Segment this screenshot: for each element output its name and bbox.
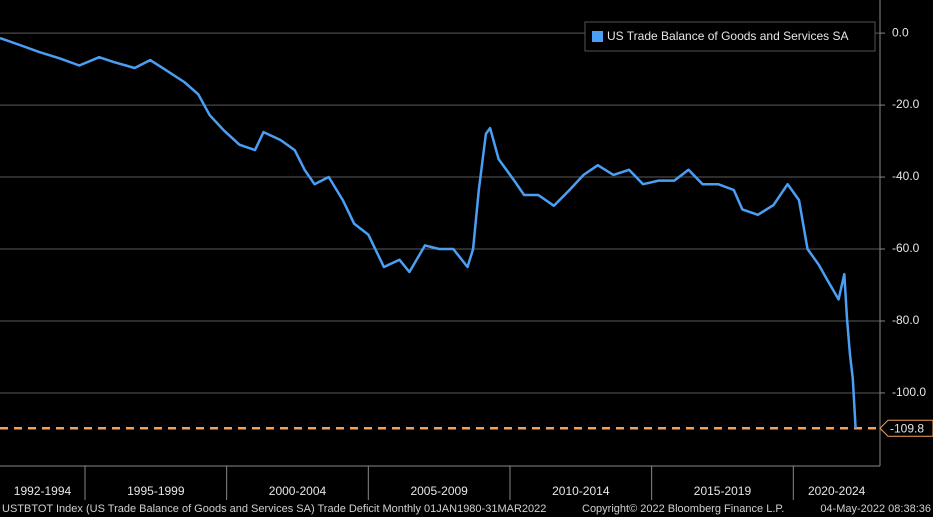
- footer-copyright: Copyright© 2022 Bloomberg Finance L.P.: [582, 503, 784, 515]
- y-tick-label: -100.0: [892, 385, 926, 399]
- x-tick-label: 1992-1994: [14, 484, 72, 498]
- footer-source: USTBTOT Index (US Trade Balance of Goods…: [2, 503, 546, 515]
- legend-label: US Trade Balance of Goods and Services S…: [607, 29, 848, 43]
- y-tick-label: -20.0: [892, 97, 920, 111]
- x-tick-label: 1995-1999: [127, 484, 185, 498]
- y-tick-label: -40.0: [892, 169, 920, 183]
- footer-date: 04-May-2022 08:38:36: [820, 503, 931, 515]
- legend-box: [584, 21, 876, 52]
- y-tick-label: -80.0: [892, 313, 920, 327]
- x-tick-label: 2000-2004: [269, 484, 327, 498]
- series-line: [0, 36, 857, 429]
- x-tick-label: 2020-2024: [808, 484, 866, 498]
- last-value-box: [879, 419, 933, 437]
- y-tick-label: -60.0: [892, 241, 920, 255]
- y-tick-label: 0.0: [892, 25, 909, 39]
- x-tick-label: 2005-2009: [410, 484, 468, 498]
- legend-swatch: [592, 31, 603, 42]
- x-tick-label: 2010-2014: [552, 484, 610, 498]
- last-value-label: -109.8: [890, 421, 924, 435]
- x-tick-label: 2015-2019: [694, 484, 752, 498]
